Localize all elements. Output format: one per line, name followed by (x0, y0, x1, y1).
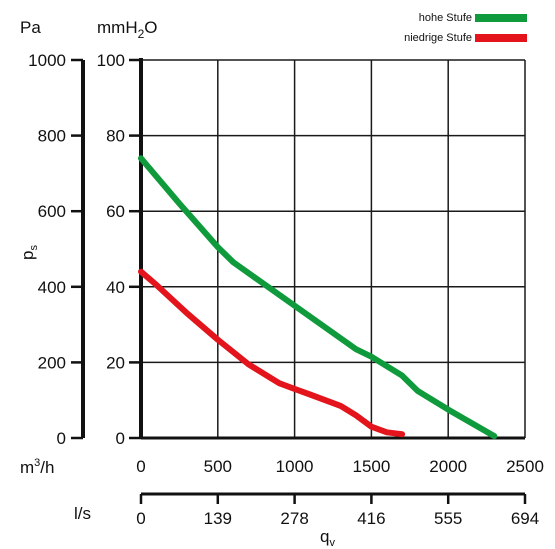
m3h-tick-label: 0 (136, 457, 145, 476)
mmh2o-tick-label: 60 (106, 202, 125, 221)
axes (71, 58, 527, 504)
mmh2o-tick-label: 100 (97, 51, 125, 70)
y-axis-title-base: p (18, 251, 37, 260)
y-axis-title: ps (18, 245, 40, 260)
mmh2o-unit-label: mmH2O (97, 18, 158, 41)
ls-tick-label: 555 (434, 509, 462, 528)
ls-tick-label: 416 (357, 509, 385, 528)
pa-tick-label: 1000 (28, 51, 66, 70)
pa-tick-label: 800 (38, 127, 66, 146)
legend-label-high: hohe Stufe (419, 12, 472, 24)
series-lines (138, 155, 498, 440)
y-axis-title-sub: s (28, 245, 40, 251)
m3h-tick-label: 500 (204, 457, 232, 476)
pa-unit-label: Pa (20, 18, 41, 37)
mmh2o-tail: O (144, 18, 157, 37)
x-axis-title: qv (320, 527, 335, 549)
grid (141, 59, 526, 438)
m3h-unit-label: m3/h (20, 457, 54, 477)
ls-unit-label: l/s (74, 504, 91, 523)
m3h-tick-label: 1500 (352, 457, 390, 476)
ls-tick-label: 278 (280, 509, 308, 528)
m3h-tail: /h (40, 458, 54, 477)
x-axis-title-base: q (320, 527, 329, 546)
mmh2o-tick-label: 20 (106, 353, 125, 372)
m3h-sup: 3 (34, 457, 40, 469)
pa-tick-label: 600 (38, 202, 66, 221)
m3h-tick-label: 2000 (429, 457, 467, 476)
pa-tick-label: 0 (57, 429, 66, 448)
mmh2o-tick-label: 40 (106, 278, 125, 297)
pa-tick-label: 200 (38, 353, 66, 372)
m3h-tick-label: 2500 (506, 457, 544, 476)
series-line-high (138, 155, 498, 440)
pa-tick-label: 400 (38, 278, 66, 297)
mmh2o-base: mmH (97, 18, 138, 37)
legend-swatch-high (475, 14, 527, 22)
legend: hohe Stufe niedrige Stufe (404, 12, 527, 44)
mmh2o-tick-label: 0 (116, 429, 125, 448)
ls-tick-label: 694 (511, 509, 539, 528)
x-axis-title-sub: v (329, 537, 335, 549)
mmh2o-tick-label: 80 (106, 127, 125, 146)
m3h-tick-label: 1000 (276, 457, 314, 476)
ls-tick-label: 139 (204, 509, 232, 528)
legend-label-low: niedrige Stufe (404, 32, 472, 44)
series-line-low (138, 268, 406, 438)
m3h-base: m (20, 458, 34, 477)
mmh2o-sub: 2 (138, 27, 145, 41)
ls-tick-label: 0 (136, 509, 145, 528)
legend-swatch-low (475, 34, 527, 42)
